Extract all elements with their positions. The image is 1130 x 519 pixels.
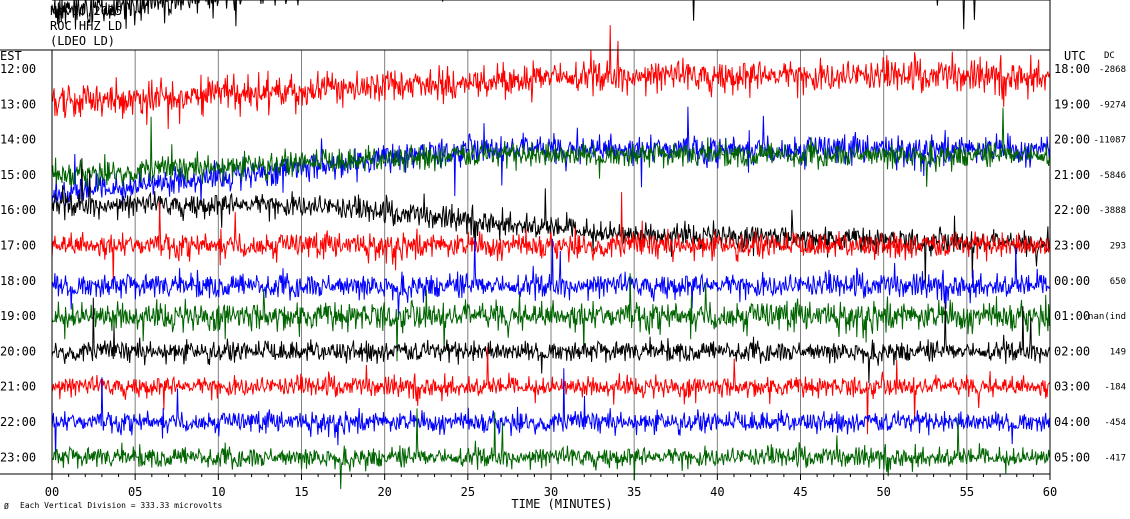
utc-hour-label: 01:00 bbox=[1054, 309, 1090, 323]
est-hour-label: 12:00 bbox=[0, 62, 36, 76]
dc-offset-label: 650 bbox=[1110, 277, 1126, 287]
trace-line bbox=[51, 347, 1051, 435]
est-hour-label: 17:00 bbox=[0, 239, 36, 253]
dc-offset-label: -5846 bbox=[1099, 171, 1126, 181]
est-hour-label: 21:00 bbox=[0, 380, 36, 394]
plot-frame bbox=[0, 0, 1051, 478]
hour-labels: 12:00 18:00 -2868 13:00 19:00 -9274 14:00 20:00… bbox=[0, 62, 1126, 464]
x-tick-label: 05 bbox=[128, 485, 142, 499]
x-tick-label: 20 bbox=[377, 485, 391, 499]
est-hour-label: 13:00 bbox=[0, 97, 36, 111]
dc-offset-label: -11087 bbox=[1093, 136, 1126, 146]
x-tick-label: 00 bbox=[45, 485, 59, 499]
est-hour-label: 18:00 bbox=[0, 274, 36, 288]
chart-title-line-1: Nov10,2025 bbox=[50, 4, 122, 18]
dc-offset-label: -3888 bbox=[1099, 206, 1126, 216]
trace-line bbox=[51, 0, 976, 30]
x-tick-label: 60 bbox=[1043, 485, 1057, 499]
est-hour-label: 22:00 bbox=[0, 415, 36, 429]
x-tick-label: 25 bbox=[461, 485, 475, 499]
dc-offset-label: -454 bbox=[1104, 418, 1126, 428]
dc-offset-label: -184 bbox=[1104, 383, 1126, 393]
utc-hour-label: 21:00 bbox=[1054, 168, 1090, 182]
x-tick-label: 40 bbox=[710, 485, 724, 499]
trace-line bbox=[51, 25, 1051, 130]
dc-offset-label: -417 bbox=[1104, 453, 1126, 463]
trace-line bbox=[51, 238, 1051, 318]
trace-line bbox=[51, 297, 1051, 384]
x-tick-label: 55 bbox=[960, 485, 974, 499]
est-hour-label: 20:00 bbox=[0, 344, 36, 358]
trace-line bbox=[51, 107, 1051, 190]
dc-offset-label: -9274 bbox=[1099, 100, 1126, 110]
dc-offset-label: -2868 bbox=[1099, 65, 1126, 75]
est-hour-label: 19:00 bbox=[0, 309, 36, 323]
chart-title-line-3: (LDEO LD) bbox=[50, 34, 115, 48]
scale-note: Each Vertical Division = 333.33 microvol… bbox=[20, 501, 222, 510]
trace-line bbox=[51, 273, 1051, 362]
est-hour-label: 16:00 bbox=[0, 203, 36, 217]
utc-hour-label: 23:00 bbox=[1054, 239, 1090, 253]
utc-hour-label: 18:00 bbox=[1054, 62, 1090, 76]
dc-header: DC bbox=[1104, 51, 1115, 61]
left-axis-label: EST bbox=[0, 49, 22, 63]
x-tick-label: 35 bbox=[627, 485, 641, 499]
x-tick-label: 10 bbox=[211, 485, 225, 499]
trace-line bbox=[51, 368, 1051, 460]
dc-offset-label: 149 bbox=[1110, 347, 1126, 357]
utc-hour-label: 22:00 bbox=[1054, 203, 1090, 217]
utc-hour-label: 20:00 bbox=[1054, 133, 1090, 147]
est-hour-label: 23:00 bbox=[0, 450, 36, 464]
x-tick-label: 50 bbox=[876, 485, 890, 499]
trace-line bbox=[51, 192, 1051, 283]
utc-hour-label: 05:00 bbox=[1054, 450, 1090, 464]
dc-offset-label: -nan(ind bbox=[1083, 312, 1126, 322]
est-hour-label: 15:00 bbox=[0, 168, 36, 182]
utc-hour-label: 02:00 bbox=[1054, 344, 1090, 358]
right-axis-label: UTC bbox=[1064, 49, 1086, 63]
est-hour-label: 14:00 bbox=[0, 133, 36, 147]
seismic-traces bbox=[51, 0, 1051, 490]
utc-hour-label: 19:00 bbox=[1054, 97, 1090, 111]
trace-line bbox=[51, 408, 1051, 490]
scale-note-marker: Ø bbox=[4, 501, 9, 511]
x-axis-label: TIME (MINUTES) bbox=[511, 497, 612, 511]
x-tick-labels: 00 05 10 15 20 25 30 35 40 45 50 55 60 bbox=[45, 485, 1057, 499]
chart-title-line-2: ROC HHZ LD bbox=[50, 19, 122, 33]
utc-hour-label: 04:00 bbox=[1054, 415, 1090, 429]
utc-hour-label: 03:00 bbox=[1054, 380, 1090, 394]
dc-offset-label: 293 bbox=[1110, 242, 1126, 252]
x-tick-label: 15 bbox=[294, 485, 308, 499]
x-tick-label: 30 bbox=[544, 485, 558, 499]
x-tick-label: 45 bbox=[793, 485, 807, 499]
utc-hour-label: 00:00 bbox=[1054, 274, 1090, 288]
